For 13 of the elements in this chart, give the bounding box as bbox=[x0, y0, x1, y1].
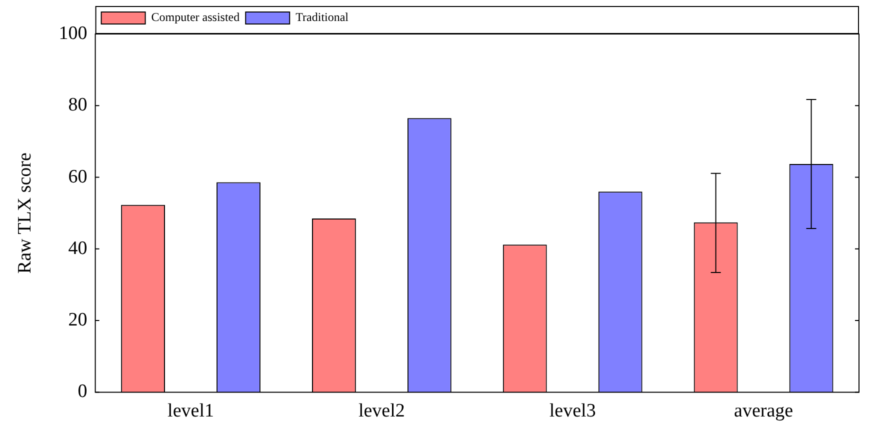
y-tick-label: 60 bbox=[68, 166, 88, 188]
y-tick-label: 40 bbox=[68, 238, 88, 259]
legend-label: Traditional bbox=[296, 10, 350, 24]
x-tick-label: average bbox=[734, 400, 794, 422]
x-tick-label: level1 bbox=[168, 400, 214, 422]
y-tick-label: 20 bbox=[68, 310, 88, 331]
y-tick-label: 0 bbox=[78, 381, 88, 402]
y-tick-label: 80 bbox=[68, 94, 88, 116]
y-tick-label: 100 bbox=[58, 22, 88, 44]
x-tick-label: level3 bbox=[549, 400, 596, 422]
legend-label: Computer assisted bbox=[151, 10, 240, 24]
x-tick-label: level2 bbox=[358, 400, 405, 422]
y-axis-title: Raw TLX score bbox=[14, 152, 36, 274]
